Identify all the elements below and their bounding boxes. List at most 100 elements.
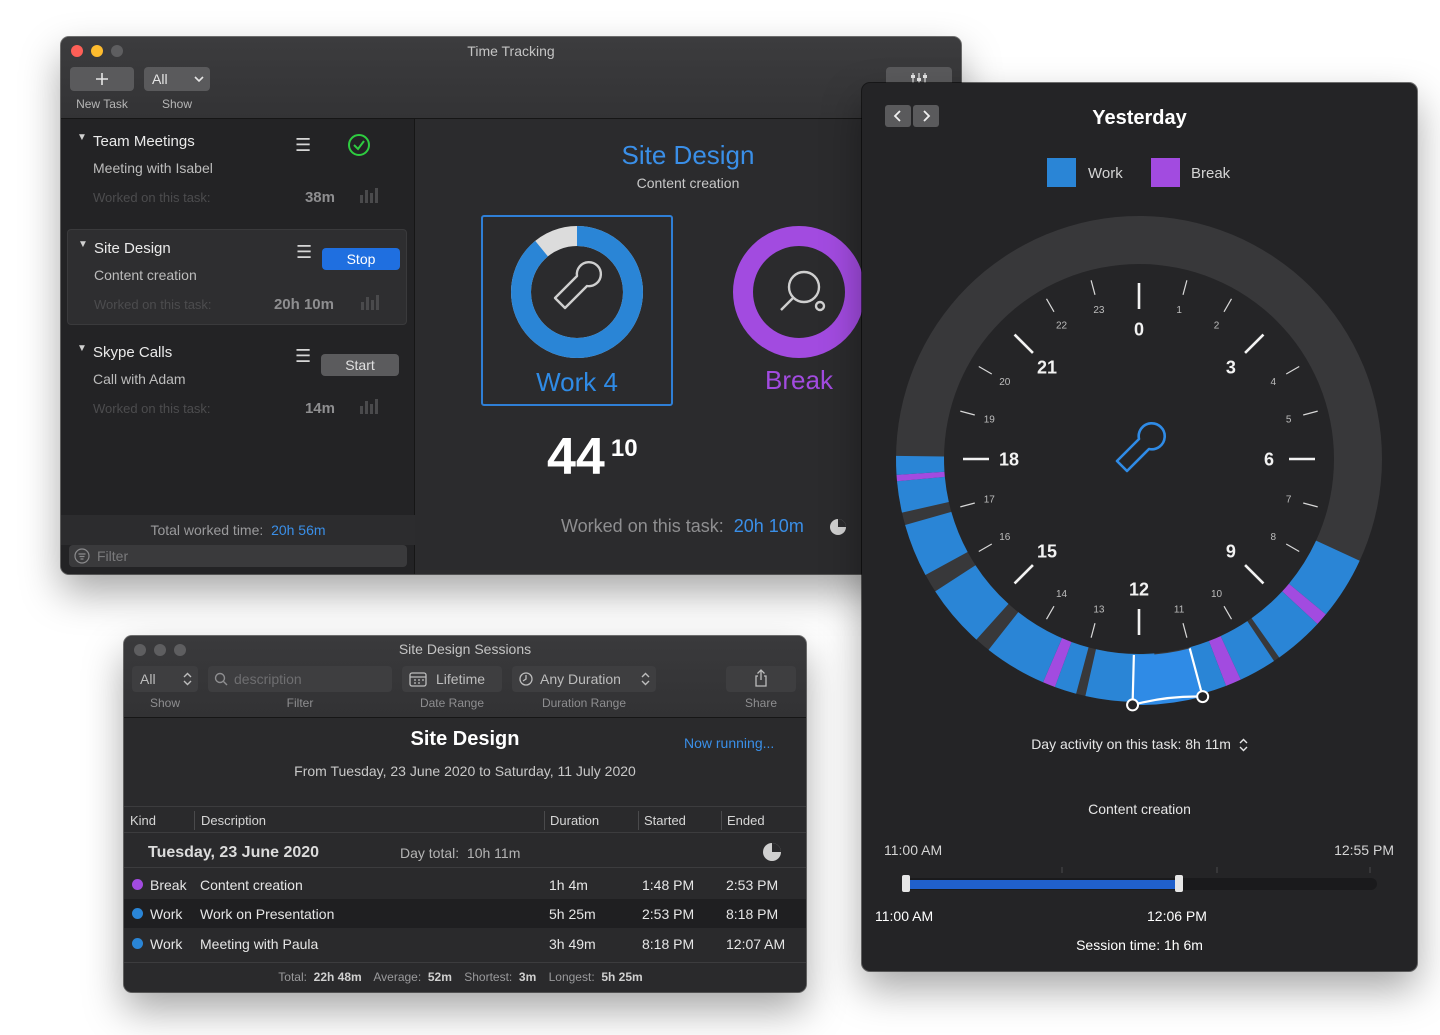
day-group-row[interactable]: Tuesday, 23 June 2020 Day total: 10h 11m bbox=[124, 835, 806, 868]
dial-tick bbox=[1223, 298, 1233, 313]
legend-label: Work bbox=[1088, 165, 1123, 182]
previous-day-button[interactable] bbox=[885, 105, 911, 127]
minimize-window-button[interactable] bbox=[154, 644, 166, 656]
column-header-kind[interactable]: Kind bbox=[130, 813, 157, 828]
table-row[interactable]: Break Content creation 1h 4m 1:48 PM 2:5… bbox=[124, 870, 806, 899]
column-header-started[interactable]: Started bbox=[644, 813, 686, 828]
new-task-button[interactable] bbox=[70, 67, 134, 91]
close-window-button[interactable] bbox=[71, 45, 83, 57]
start-button[interactable]: Start bbox=[321, 354, 399, 376]
share-button[interactable] bbox=[726, 666, 796, 692]
filter-label: Filter bbox=[286, 696, 314, 710]
table-header: Kind Description Duration Started Ended bbox=[124, 806, 806, 833]
timeline-range-fill bbox=[906, 880, 1180, 889]
average-value: 52m bbox=[427, 970, 452, 984]
chevron-left-icon bbox=[893, 110, 901, 122]
longest-label: Longest: bbox=[548, 970, 595, 984]
show-dropdown[interactable]: All bbox=[144, 67, 210, 91]
dial-tick bbox=[960, 410, 975, 416]
dial-hour-label: 8 bbox=[1270, 532, 1276, 543]
bar-chart-icon[interactable] bbox=[359, 398, 381, 414]
minimize-window-button[interactable] bbox=[91, 45, 103, 57]
disclosure-triangle-icon[interactable]: ▼ bbox=[77, 132, 87, 143]
disclosure-triangle-icon[interactable]: ▼ bbox=[78, 239, 88, 250]
time-tracking-window: Time Tracking New Task All Show ▼ Team M… bbox=[61, 37, 961, 574]
average-label: Average: bbox=[373, 970, 422, 984]
bar-chart-icon[interactable] bbox=[359, 187, 381, 203]
dial-hour-label: 22 bbox=[1056, 320, 1068, 331]
description-filter-input[interactable]: description bbox=[208, 666, 392, 692]
hamburger-menu-icon[interactable]: ☰ bbox=[295, 346, 312, 366]
task-worked-time: 14m bbox=[304, 400, 335, 417]
day-activity-summary[interactable]: Day activity on this task: 8h 11m bbox=[862, 736, 1417, 752]
dial-hour-label: 15 bbox=[1037, 541, 1057, 561]
check-circle-icon[interactable] bbox=[347, 133, 371, 157]
pie-chart-icon[interactable] bbox=[828, 517, 848, 537]
selected-session-highlight[interactable] bbox=[1126, 648, 1210, 712]
next-day-button[interactable] bbox=[913, 105, 939, 127]
session-timeline[interactable] bbox=[892, 863, 1382, 897]
zoom-window-button[interactable] bbox=[174, 644, 186, 656]
day-total-value: 10h 11m bbox=[466, 845, 521, 861]
dial-hour-label: 1 bbox=[1176, 305, 1182, 316]
dial-tick bbox=[960, 502, 975, 508]
pie-chart-icon[interactable] bbox=[762, 842, 782, 862]
close-window-button[interactable] bbox=[134, 644, 146, 656]
task-item-selected[interactable]: ▼ Site Design Content creation ☰ Stop Wo… bbox=[67, 229, 407, 325]
window-title: Site Design Sessions bbox=[398, 641, 532, 657]
column-header-ended[interactable]: Ended bbox=[727, 813, 765, 828]
row-ended: 2:53 PM bbox=[726, 877, 779, 893]
session-handle[interactable] bbox=[1126, 698, 1140, 712]
timeline-start-handle[interactable] bbox=[902, 875, 910, 892]
dial-hour-label: 7 bbox=[1286, 495, 1292, 506]
session-handle[interactable] bbox=[1196, 690, 1210, 704]
date-range-button[interactable]: Lifetime bbox=[402, 666, 502, 692]
new-task-label: New Task bbox=[76, 97, 128, 111]
sessions-summary: Total: 22h 48m Average: 52m Shortest: 3m… bbox=[124, 962, 806, 992]
column-header-duration[interactable]: Duration bbox=[550, 813, 600, 828]
dial-ticks bbox=[960, 280, 1318, 638]
hamburger-menu-icon[interactable]: ☰ bbox=[296, 242, 313, 262]
share-icon bbox=[755, 669, 767, 687]
show-select[interactable]: All bbox=[132, 666, 198, 692]
sessions-date-range: From Tuesday, 23 June 2020 to Saturday, … bbox=[294, 763, 636, 779]
sliders-icon bbox=[911, 73, 927, 83]
dial-hour-label: 6 bbox=[1264, 449, 1274, 469]
row-kind: Break bbox=[150, 877, 187, 893]
bar-chart-icon[interactable] bbox=[360, 294, 382, 310]
timer-minutes: 44 bbox=[547, 428, 605, 486]
wrench-icon bbox=[553, 260, 603, 310]
work-segment bbox=[905, 511, 968, 575]
work-segment bbox=[935, 565, 1009, 640]
table-row[interactable]: Work Meeting with Paula 3h 49m 8:18 PM 1… bbox=[124, 929, 806, 958]
work-progress-ring bbox=[511, 226, 643, 358]
task-name: Site Design bbox=[94, 240, 171, 257]
dial-tick bbox=[1223, 605, 1233, 620]
work-session-card[interactable]: Work 4 bbox=[481, 215, 673, 406]
hamburger-menu-icon[interactable]: ☰ bbox=[295, 135, 312, 155]
duration-range-select[interactable]: Any Duration bbox=[512, 666, 656, 692]
task-name: Skype Calls bbox=[93, 344, 173, 361]
sessions-window: Site Design Sessions All Show descriptio… bbox=[124, 636, 806, 992]
column-header-description[interactable]: Description bbox=[201, 813, 267, 828]
stop-button[interactable]: Stop bbox=[322, 248, 400, 270]
break-label: Break bbox=[765, 365, 833, 395]
worked-label: Worked on this task: bbox=[561, 516, 724, 536]
task-item[interactable]: ▼ Team Meetings Meeting with Isabel ☰ Wo… bbox=[67, 123, 407, 219]
filter-input[interactable]: Filter bbox=[69, 545, 407, 567]
break-segment bbox=[1043, 638, 1072, 687]
break-session-card[interactable]: Break bbox=[707, 215, 907, 406]
timeline-end-handle[interactable] bbox=[1175, 875, 1183, 892]
dial-hour-label: 18 bbox=[999, 449, 1019, 469]
task-sidebar: ▼ Team Meetings Meeting with Isabel ☰ Wo… bbox=[61, 119, 415, 574]
title-bar: Time Tracking New Task All Show bbox=[61, 37, 961, 119]
work-label: Work 4 bbox=[536, 367, 618, 397]
table-row[interactable]: Work Work on Presentation 5h 25m 2:53 PM… bbox=[124, 899, 806, 928]
now-running-link[interactable]: Now running... bbox=[684, 735, 775, 751]
disclosure-triangle-icon[interactable]: ▼ bbox=[77, 343, 87, 354]
dial-tick bbox=[1285, 543, 1300, 553]
task-item[interactable]: ▼ Skype Calls Call with Adam ☰ Start Wor… bbox=[67, 334, 407, 430]
work-segment bbox=[1220, 621, 1275, 680]
zoom-window-button[interactable] bbox=[111, 45, 123, 57]
